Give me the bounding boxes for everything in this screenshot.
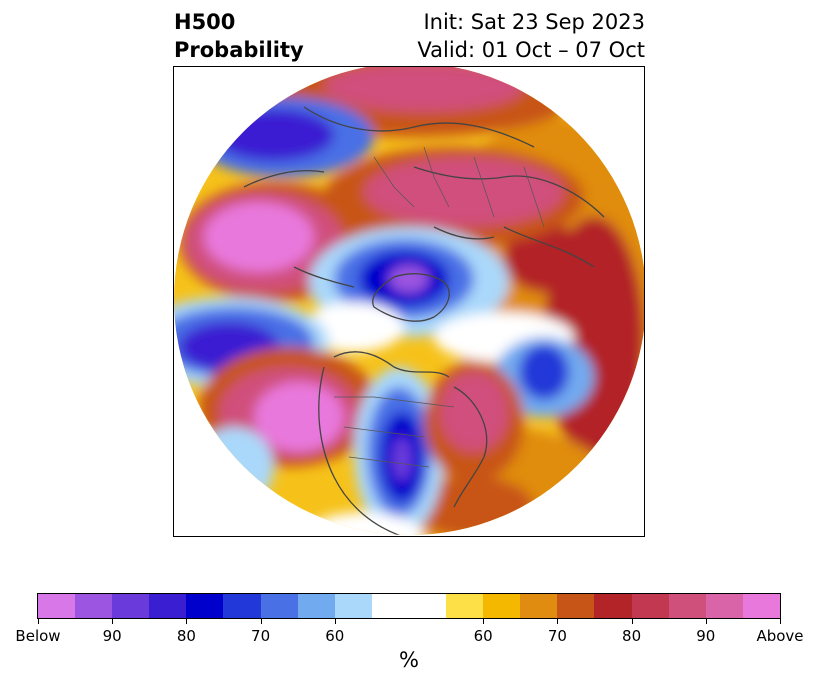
- colorbar-segment: [334, 594, 372, 618]
- forecast-dates: Init: Sat 23 Sep 2023 Valid: 01 Oct – 07…: [417, 8, 645, 64]
- colorbar-segment: [594, 594, 632, 618]
- colorbar-segment: [149, 594, 187, 618]
- colorbar-segment: [742, 594, 780, 618]
- colorbar-segment: [483, 594, 521, 618]
- colorbar-tick: [780, 619, 781, 624]
- colorbar-tick: [483, 619, 485, 624]
- colorbar-tick: [631, 619, 633, 624]
- colorbar-segment: [446, 594, 484, 618]
- colorbar-segment: [260, 594, 298, 618]
- colorbar-tick-label: 70: [251, 627, 271, 645]
- colorbar: [37, 593, 781, 619]
- colorbar-segment: [557, 594, 595, 618]
- colorbar-segment: [668, 594, 706, 618]
- colorbar-segment: [408, 594, 447, 618]
- colorbar-tick: [38, 619, 39, 624]
- colorbar-segment: [186, 594, 224, 618]
- colorbar-tick: [186, 619, 188, 624]
- colorbar-segment: [371, 594, 409, 618]
- title-line-2: Probability: [174, 38, 304, 62]
- colorbar-tick-label: Above: [756, 627, 804, 645]
- colorbar-tick-label: 70: [547, 627, 567, 645]
- init-date: Init: Sat 23 Sep 2023: [423, 10, 645, 34]
- colorbar-segment: [297, 594, 335, 618]
- valid-range: Valid: 01 Oct – 07 Oct: [417, 38, 645, 62]
- colorbar-tick: [334, 619, 336, 624]
- map-panel: [173, 66, 645, 537]
- colorbar-segment: [112, 594, 150, 618]
- colorbar-segment: [223, 594, 261, 618]
- borders: [334, 146, 545, 468]
- colorbar-tick-label: 90: [696, 627, 716, 645]
- colorbar-tick: [705, 619, 707, 624]
- colorbar-tick: [260, 619, 262, 624]
- colorbar-segment: [75, 594, 113, 618]
- colorbar-tick: [112, 619, 114, 624]
- globe-disc: [174, 67, 644, 535]
- colorbar-tick-label: 60: [325, 627, 345, 645]
- colorbar-tick-label: 80: [622, 627, 642, 645]
- colorbar-tick-label: 60: [473, 627, 493, 645]
- chart-title: H500 Probability: [174, 8, 304, 64]
- colorbar-segment: [38, 594, 76, 618]
- polar-map: [174, 67, 644, 535]
- colorbar-tick-label: 90: [102, 627, 122, 645]
- colorbar-segment: [705, 594, 743, 618]
- colorbar-segment: [631, 594, 669, 618]
- colorbar-tick-label: Below: [15, 627, 61, 645]
- colorbar-segment: [520, 594, 558, 618]
- colorbar-unit: %: [399, 648, 419, 672]
- colorbar-tick-label: 80: [176, 627, 196, 645]
- colorbar-tick: [557, 619, 559, 624]
- title-line-1: H500: [174, 10, 236, 34]
- coastlines: [243, 106, 605, 535]
